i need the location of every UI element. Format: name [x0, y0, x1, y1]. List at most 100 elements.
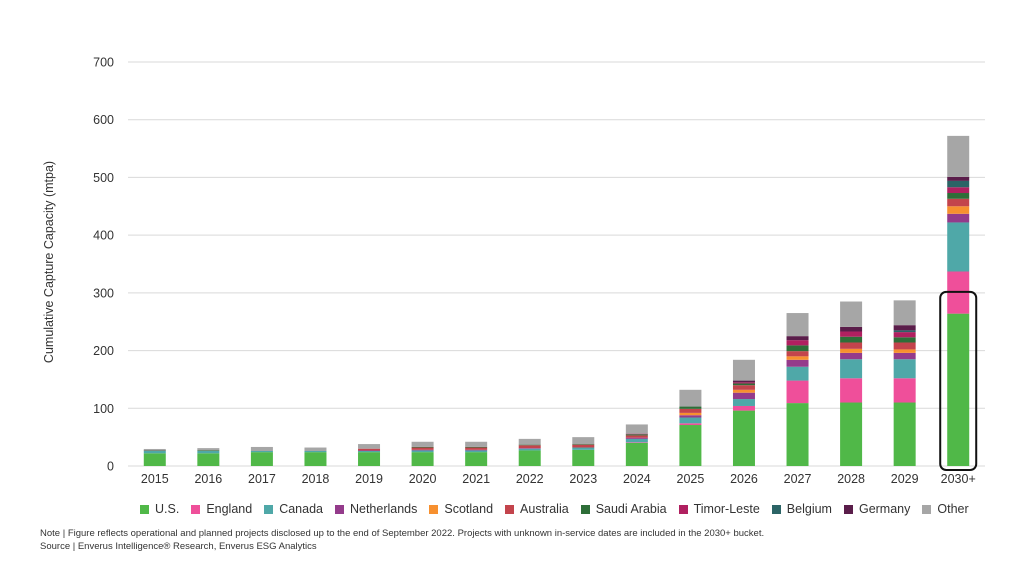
bar-segment-saudi-arabia — [465, 446, 488, 448]
bar-segment-england — [625, 442, 648, 443]
bar-segment-other — [411, 441, 434, 447]
legend-label: England — [206, 502, 253, 516]
legend-swatch — [678, 504, 688, 514]
bar-segment-saudi-arabia — [732, 383, 755, 386]
legend-swatch — [922, 504, 932, 514]
legend-label: Saudi Arabia — [595, 502, 667, 516]
bar-segment-saudi-arabia — [625, 434, 648, 436]
bar-stack-2017 — [250, 446, 273, 466]
x-tick-label: 2016 — [194, 472, 222, 486]
bar-stack-2021 — [465, 441, 488, 466]
bar-segment-saudi-arabia — [786, 345, 809, 352]
bar-segment-timor-leste — [732, 382, 755, 384]
bar-segment-australia — [679, 408, 702, 413]
bar-stack-2023 — [572, 437, 595, 466]
bar-segment-timor-leste — [893, 332, 916, 338]
legend-swatch — [843, 504, 853, 514]
legend-label: Germany — [858, 502, 911, 516]
x-tick-label: 2027 — [784, 472, 812, 486]
bar-segment-australia — [518, 445, 541, 449]
bar-segment-canada — [572, 447, 595, 450]
y-tick-label: 600 — [93, 113, 114, 127]
bar-segment-canada — [465, 450, 488, 453]
bar-segment-scotland — [786, 356, 809, 360]
bar-segment-saudi-arabia — [947, 193, 970, 199]
bar-segment-canada — [786, 366, 809, 381]
x-tick-label: 2025 — [677, 472, 705, 486]
legend-label: Scotland — [444, 502, 494, 516]
bar-segment-netherlands — [358, 450, 381, 451]
legend-item: U.S. — [140, 502, 179, 516]
bar-segment-germany — [947, 176, 970, 181]
legend-swatch — [580, 504, 590, 514]
y-tick-label: 100 — [93, 402, 114, 416]
bar-segment-england — [840, 378, 863, 403]
legend-label: Belgium — [786, 502, 832, 516]
bar-segment-other — [250, 446, 273, 451]
bar-segment-saudi-arabia — [518, 444, 541, 446]
bar-segment-other — [518, 438, 541, 445]
legend-label: Other — [937, 502, 969, 516]
bar-segment-scotland — [840, 348, 863, 353]
y-axis-title: Cumulative Capture Capacity (mtpa) — [42, 161, 56, 363]
bar-segment-timor-leste — [786, 340, 809, 346]
bar-segment-u-s- — [250, 452, 273, 466]
bar-segment-u-s- — [679, 425, 702, 466]
bar-segment-other — [732, 359, 755, 381]
legend-item: Canada — [264, 502, 323, 516]
x-tick-label: 2017 — [248, 472, 276, 486]
bar-segment-canada — [197, 450, 220, 454]
legend-swatch — [264, 504, 274, 514]
legend-label: U.S. — [155, 502, 180, 516]
bar-segment-netherlands — [518, 448, 541, 449]
bar-segment-canada — [250, 450, 273, 453]
legend-item: Timor-Leste — [678, 502, 760, 516]
bar-segment-u-s- — [947, 313, 970, 466]
bar-segment-u-s- — [304, 452, 327, 466]
chart-note: Note | Figure reflects operational and p… — [40, 528, 765, 539]
bar-segment-canada — [304, 450, 327, 453]
bar-segment-u-s- — [518, 450, 541, 466]
legend-item: England — [191, 502, 252, 516]
bar-segment-germany — [893, 325, 916, 331]
bar-stack-2028 — [840, 301, 863, 466]
bar-segment-canada — [358, 450, 381, 453]
y-tick-label: 200 — [93, 344, 114, 358]
x-tick-label: 2024 — [623, 472, 651, 486]
legend-item: Belgium — [771, 502, 832, 516]
bar-stack-2018 — [304, 447, 327, 466]
legend-item: Other — [922, 502, 969, 516]
bar-segment-u-s- — [197, 453, 220, 466]
bar-stack-2030+ — [939, 135, 978, 471]
bar-segment-timor-leste — [840, 331, 863, 337]
bar-segment-netherlands — [732, 392, 755, 400]
bar-stack-2019 — [358, 444, 381, 466]
legend-swatch — [429, 504, 439, 514]
legend-label: Canada — [279, 502, 323, 516]
bar-segment-canada — [732, 399, 755, 406]
bar-segment-u-s- — [572, 449, 595, 466]
legend-item: Australia — [505, 502, 569, 516]
bar-segment-australia — [411, 447, 434, 450]
x-tick-label: 2015 — [141, 472, 169, 486]
y-tick-label: 0 — [107, 460, 114, 474]
x-tick-label: 2018 — [302, 472, 330, 486]
legend-label: Timor-Leste — [693, 502, 760, 516]
bar-stack-2022 — [518, 438, 541, 466]
bar-segment-saudi-arabia — [840, 336, 863, 343]
bar-segment-other — [893, 300, 916, 326]
legend: U.S. England Canada Netherlands Scotland Aust… — [140, 502, 981, 516]
bar-segment-canada — [411, 450, 434, 453]
bar-segment-canada — [143, 450, 166, 454]
bar-segment-saudi-arabia — [143, 450, 166, 451]
bar-segment-australia — [572, 444, 595, 448]
legend-swatch — [771, 504, 781, 514]
bar-segment-u-s- — [786, 403, 809, 466]
bar-segment-netherlands — [411, 449, 434, 451]
bar-segment-u-s- — [358, 452, 381, 466]
bar-stack-2029 — [893, 300, 916, 466]
bar-segment-other — [304, 447, 327, 451]
y-tick-label: 300 — [93, 286, 114, 300]
bar-segment-other — [786, 313, 809, 337]
bar-segment-canada — [518, 448, 541, 451]
